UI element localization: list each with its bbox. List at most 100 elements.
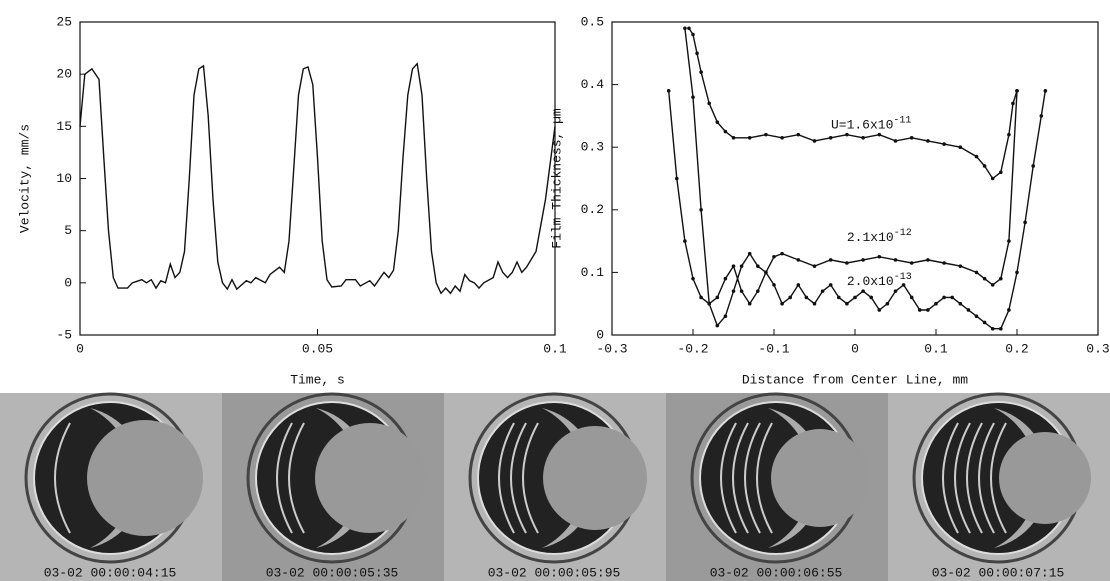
- data-point: [772, 254, 776, 259]
- data-point: [990, 176, 995, 181]
- data-point: [950, 295, 954, 300]
- annotation: 2.1x10-12: [847, 228, 912, 246]
- data-point: [942, 261, 946, 265]
- data-point: [909, 295, 914, 300]
- data-point: [926, 258, 930, 262]
- y-tick-label: 0: [596, 327, 604, 342]
- y-tick-label: 0.5: [581, 14, 604, 29]
- data-point: [796, 132, 801, 137]
- data-point: [893, 289, 898, 293]
- y-tick-label: 0.1: [581, 265, 605, 280]
- x-axis-label: Distance from Center Line, mm: [742, 372, 968, 387]
- data-point: [828, 283, 833, 287]
- data-point: [828, 136, 833, 140]
- data-point: [756, 264, 760, 268]
- data-point: [845, 132, 849, 137]
- y-tick-label: 0.3: [581, 140, 604, 155]
- data-point: [901, 283, 906, 287]
- data-point: [958, 301, 963, 306]
- data-point: [1007, 132, 1011, 137]
- y-axis-label: Film Thickness, µm: [549, 108, 564, 249]
- data-point: [999, 276, 1003, 281]
- photo-fringe: [288, 422, 305, 534]
- data-point: [877, 254, 882, 259]
- photo-fringe: [522, 422, 539, 534]
- photo-fringe: [990, 422, 1007, 534]
- x-tick-label: -0.1: [758, 341, 789, 356]
- data-point: [918, 308, 922, 312]
- data-point: [683, 26, 687, 31]
- data-point: [909, 136, 914, 140]
- photo-fringe: [954, 422, 971, 534]
- photo-fringe: [744, 422, 761, 534]
- data-point: [958, 264, 963, 268]
- photo-contact: [315, 423, 425, 533]
- photo-caption: 03-02 00:00:04:15: [44, 565, 177, 580]
- photo-caption: 03-02 00:00:07:15: [932, 565, 1065, 580]
- data-point: [999, 326, 1003, 331]
- data-point: [861, 258, 865, 262]
- data-point: [982, 320, 987, 325]
- data-point: [990, 326, 995, 331]
- photo-caption: 03-02 00:00:05:95: [488, 565, 621, 580]
- photo-fringe: [942, 422, 959, 534]
- data-point: [974, 154, 979, 159]
- data-point: [909, 261, 914, 265]
- annotation-text: U=1.6x10: [831, 118, 893, 133]
- data-point: [796, 258, 801, 262]
- y-tick-label: -5: [56, 327, 72, 342]
- data-point: [1039, 114, 1044, 118]
- photo-contact: [999, 432, 1091, 524]
- annotation-text: 2.0x10: [847, 274, 894, 289]
- data-point: [861, 289, 865, 293]
- annotation: 2.0x10-13: [847, 271, 912, 289]
- annotation-exponent: -11: [893, 115, 911, 126]
- photo-contact: [771, 429, 869, 527]
- data-point: [982, 164, 987, 168]
- data-point: [812, 301, 817, 306]
- data-point: [1007, 308, 1011, 312]
- plot-frame: [79, 21, 556, 336]
- data-line: [688, 27, 1018, 180]
- data-point: [707, 101, 711, 106]
- data-point: [828, 258, 833, 262]
- data-point: [1015, 270, 1019, 275]
- x-axis-label: Time, s: [290, 372, 345, 387]
- data-point: [780, 301, 784, 306]
- data-point: [869, 295, 873, 300]
- data-point: [796, 283, 801, 287]
- data-point: [739, 289, 744, 293]
- data-point: [893, 139, 898, 143]
- data-point: [812, 139, 817, 143]
- annotation-exponent: -12: [894, 228, 912, 239]
- data-point: [845, 301, 849, 306]
- photo-fringe: [276, 422, 293, 534]
- data-point: [764, 132, 768, 137]
- photo-fringe: [510, 422, 527, 534]
- data-point: [893, 258, 898, 262]
- data-point: [731, 264, 736, 268]
- y-tick-label: 0: [64, 275, 72, 290]
- photo-fringe: [966, 422, 983, 534]
- data-point: [723, 129, 728, 134]
- data-point: [731, 289, 736, 293]
- x-tick-label: -0.3: [596, 341, 627, 356]
- data-point: [756, 289, 760, 293]
- x-tick-label: 0.3: [1086, 341, 1109, 356]
- data-point: [820, 289, 825, 293]
- data-point: [723, 314, 728, 319]
- data-point: [780, 136, 784, 140]
- data-point: [1011, 101, 1015, 106]
- y-tick-label: 5: [64, 223, 72, 238]
- data-point: [812, 264, 817, 268]
- data-point: [942, 142, 946, 146]
- photo-contact: [543, 426, 647, 530]
- data-point: [687, 26, 691, 31]
- data-point: [1015, 89, 1019, 93]
- data-point: [739, 264, 744, 268]
- photo-fringe: [720, 422, 737, 534]
- data-point: [707, 301, 711, 306]
- data-point: [1031, 164, 1035, 168]
